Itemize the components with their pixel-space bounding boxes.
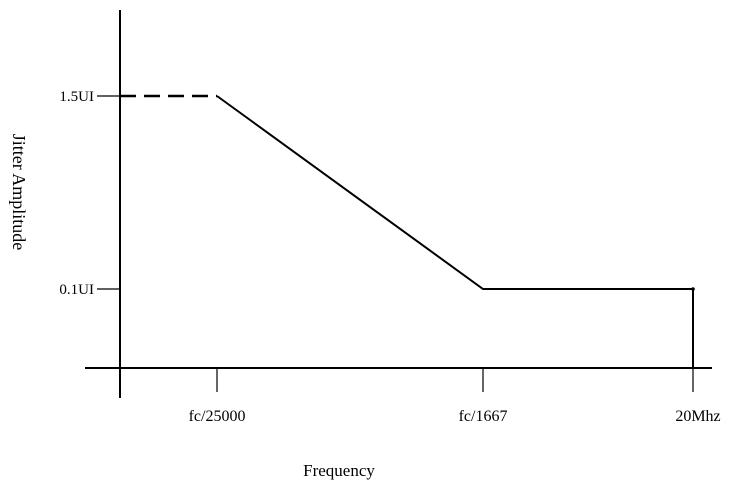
x-tick-label-fc-1667: fc/1667 — [459, 408, 508, 425]
series-end-point — [691, 287, 695, 291]
y-tick-label-0-1ui: 0.1UI — [59, 282, 94, 298]
series-solid-line — [217, 96, 693, 289]
x-tick-label-fc-25000: fc/25000 — [189, 408, 246, 425]
x-tick-label-20mhz: 20Mhz — [675, 408, 720, 425]
y-axis-label: Jitter Amplitude — [9, 134, 29, 251]
y-tick-label-1-5ui: 1.5UI — [59, 89, 94, 105]
x-axis-label: Frequency — [303, 461, 375, 480]
